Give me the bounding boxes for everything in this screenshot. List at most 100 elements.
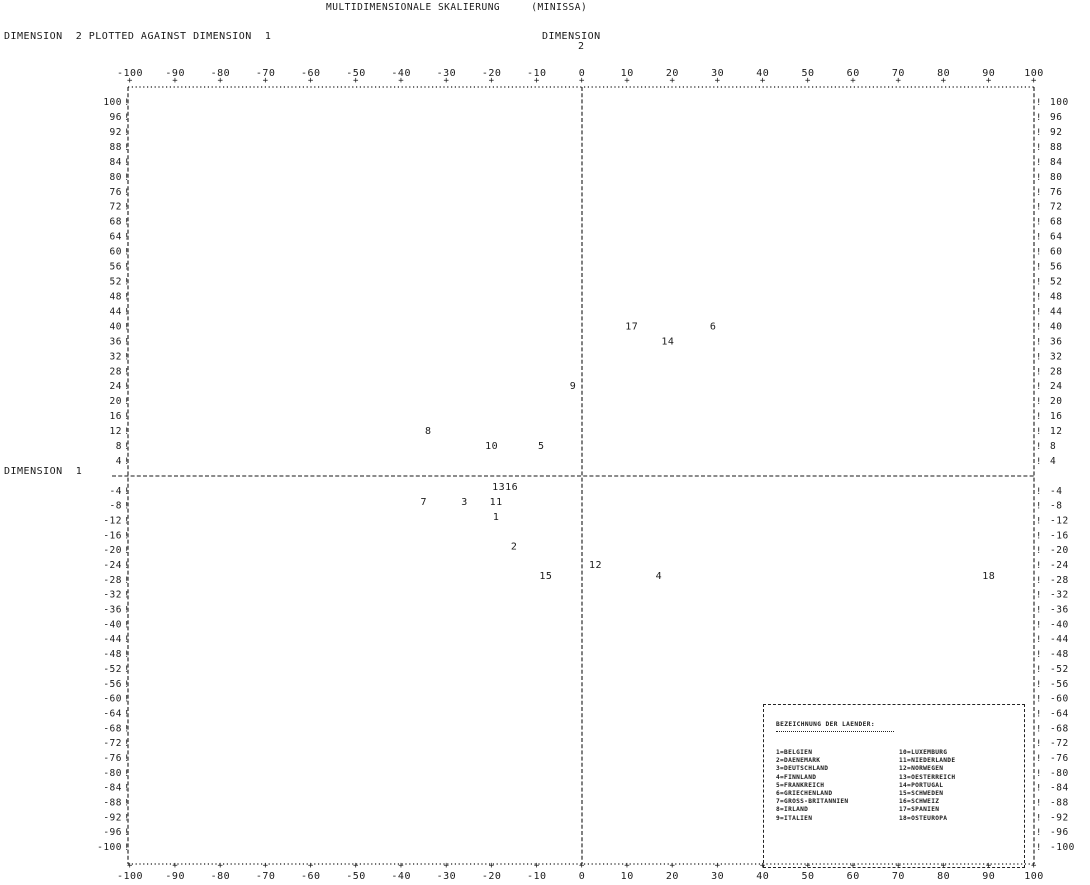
y-tick-label-right: 44: [1050, 306, 1062, 317]
y-tick-mark-right: !: [1036, 307, 1042, 317]
data-point-label: 5: [538, 441, 545, 452]
x-tick-mark-top: +: [1031, 76, 1037, 86]
x-tick-label-top: 70: [892, 68, 905, 79]
x-tick-mark-top: +: [443, 76, 449, 86]
y-tick-mark-left: !: [124, 352, 130, 362]
y-tick-label-right: 32: [1050, 351, 1062, 362]
y-tick-mark-left: !: [124, 292, 130, 302]
legend-item: 3=DEUTSCHLAND: [776, 765, 829, 773]
y-tick-mark-right: !: [1036, 278, 1042, 288]
y-tick-label-left: 36: [110, 336, 122, 347]
y-tick-mark-left: !: [124, 158, 130, 168]
x-tick-mark-top: +: [398, 76, 404, 86]
x-tick-label-bottom: -80: [211, 871, 231, 882]
y-tick-mark-left: !: [124, 263, 130, 273]
data-point-label: 2: [511, 541, 518, 552]
y-tick-label-left: 76: [110, 187, 122, 198]
y-tick-label-right: 56: [1050, 262, 1062, 273]
y-tick-label-left: -48: [103, 649, 122, 660]
y-tick-mark-left: !: [124, 233, 130, 243]
y-tick-label-left: -76: [103, 753, 122, 764]
y-tick-label-left: 88: [110, 142, 122, 153]
data-point-label: 18: [982, 571, 995, 582]
y-tick-mark-right: !: [1036, 352, 1042, 362]
y-tick-label-left: -32: [103, 590, 122, 601]
y-tick-mark-left: !: [124, 709, 130, 719]
legend-item: 5=FRANKREICH: [776, 781, 825, 789]
y-tick-mark-left: !: [124, 337, 130, 347]
x-tick-label-bottom: 70: [892, 871, 905, 882]
x-tick-mark-bottom: +: [489, 861, 495, 871]
y-tick-mark-left: !: [124, 128, 130, 138]
y-tick-mark-left: !: [124, 591, 130, 601]
y-tick-mark-left: !: [124, 218, 130, 228]
x-tick-label-top: 0: [579, 68, 586, 79]
y-tick-mark-right: !: [1036, 188, 1042, 198]
x-tick-mark-bottom: +: [127, 861, 133, 871]
x-tick-mark-bottom: +: [760, 861, 766, 871]
y-tick-mark-left: !: [124, 531, 130, 541]
y-tick-mark-left: !: [124, 754, 130, 764]
y-tick-label-right: -60: [1050, 694, 1069, 705]
legend-column-1: 1=BELGIEN 2=DAENEMARK 3=DEUTSCHLAND 4=FI…: [776, 749, 848, 823]
y-tick-mark-right: !: [1036, 457, 1042, 467]
x-tick-mark-top: +: [579, 76, 585, 86]
x-tick-mark-bottom: +: [805, 861, 811, 871]
x-tick-mark-bottom: +: [217, 861, 223, 871]
legend-item: 15=SCHWEDEN: [899, 790, 944, 798]
x-tick-label-top: 60: [847, 68, 860, 79]
x-tick-mark-bottom: +: [308, 861, 314, 871]
legend-column-2: 10=LUXEMBURG 11=NIEDERLANDE 12=NORWEGEN …: [899, 749, 955, 823]
y-tick-label-left: -12: [103, 516, 122, 527]
y-tick-label-right: -24: [1050, 560, 1069, 571]
y-tick-mark-right: !: [1036, 828, 1042, 838]
x-tick-label-top: -90: [165, 68, 185, 79]
y-tick-mark-left: !: [124, 813, 130, 823]
y-tick-label-right: 92: [1050, 127, 1062, 138]
legend-title: BEZEICHNUNG DER LAENDER:: [776, 721, 876, 728]
legend-item: 4=FINNLAND: [776, 773, 817, 781]
x-tick-mark-bottom: +: [895, 861, 901, 871]
x-tick-label-top: 90: [982, 68, 995, 79]
y-tick-mark-right: !: [1036, 561, 1042, 571]
x-tick-mark-top: +: [760, 76, 766, 86]
y-tick-label-left: -88: [103, 797, 122, 808]
y-tick-mark-right: !: [1036, 427, 1042, 437]
x-tick-label-top: -80: [211, 68, 231, 79]
y-tick-label-right: -92: [1050, 812, 1069, 823]
x-tick-mark-bottom: +: [715, 861, 721, 871]
y-tick-label-right: 80: [1050, 172, 1062, 183]
y-tick-mark-left: !: [124, 576, 130, 586]
y-tick-label-right: 96: [1050, 112, 1062, 123]
y-tick-mark-left: !: [124, 784, 130, 794]
x-tick-label-top: 100: [1024, 68, 1044, 79]
x-tick-mark-top: +: [534, 76, 540, 86]
y-tick-label-left: -28: [103, 575, 122, 586]
y-tick-mark-right: !: [1036, 769, 1042, 779]
y-tick-mark-right: !: [1036, 397, 1042, 407]
y-tick-label-left: 100: [103, 97, 122, 108]
y-tick-mark-left: !: [124, 843, 130, 853]
y-tick-mark-left: !: [124, 650, 130, 660]
y-tick-label-right: -8: [1050, 501, 1062, 512]
x-tick-mark-top: +: [217, 76, 223, 86]
y-tick-mark-left: !: [124, 98, 130, 108]
y-tick-mark-left: !: [124, 307, 130, 317]
y-tick-mark-left: !: [124, 517, 130, 527]
y-tick-label-left: -84: [103, 783, 122, 794]
y-tick-mark-right: !: [1036, 606, 1042, 616]
y-tick-mark-right: !: [1036, 813, 1042, 823]
x-tick-label-top: -60: [301, 68, 321, 79]
x-tick-label-top: -50: [346, 68, 366, 79]
y-tick-label-left: 72: [110, 202, 122, 213]
y-tick-label-right: 8: [1050, 441, 1056, 452]
legend-item: 8=IRLAND: [776, 806, 809, 814]
y-tick-mark-right: !: [1036, 724, 1042, 734]
y-tick-label-right: -52: [1050, 664, 1069, 675]
data-point-label: 7: [421, 497, 428, 508]
y-tick-label-right: -44: [1050, 634, 1069, 645]
y-tick-mark-left: !: [124, 739, 130, 749]
data-point-label: 1316: [492, 482, 518, 493]
y-tick-label-right: -40: [1050, 619, 1069, 630]
